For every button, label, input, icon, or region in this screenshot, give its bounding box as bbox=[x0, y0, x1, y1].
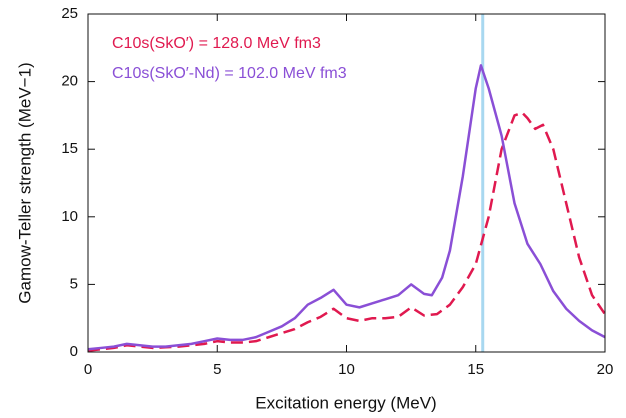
y-axis-label: Gamow-Teller strength (MeV−1) bbox=[15, 62, 34, 303]
x-tick-label: 15 bbox=[467, 361, 484, 378]
y-tick-label: 15 bbox=[61, 140, 78, 157]
y-tick-label: 0 bbox=[70, 343, 78, 360]
y-tick-label: 25 bbox=[61, 5, 78, 22]
y-tick-label: 10 bbox=[61, 208, 78, 225]
series-line bbox=[87, 111, 607, 352]
x-tick-label: 10 bbox=[338, 361, 355, 378]
x-axis-label: Excitation energy (MeV) bbox=[255, 393, 436, 412]
y-tick-label: 20 bbox=[61, 73, 78, 90]
y-tick-label: 5 bbox=[70, 275, 78, 292]
legend-label: C10s(SkO′-Nd) = 102.0 MeV fm3 bbox=[112, 65, 347, 82]
series-line bbox=[87, 64, 606, 351]
legend-label: C10s(SkO′) = 128.0 MeV fm3 bbox=[112, 35, 321, 52]
x-tick-label: 0 bbox=[84, 361, 92, 378]
x-tick-label: 5 bbox=[213, 361, 221, 378]
x-tick-label: 20 bbox=[597, 361, 614, 378]
